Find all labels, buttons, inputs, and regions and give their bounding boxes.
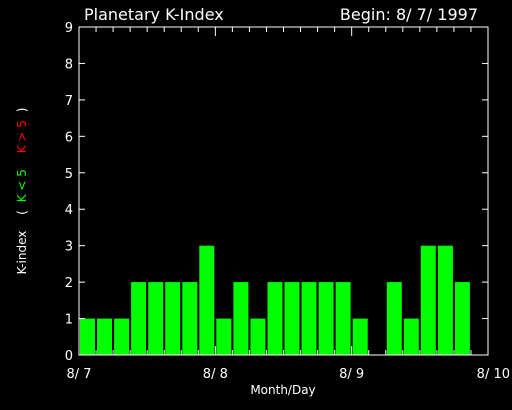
- y-tick-label-3: 3: [65, 240, 73, 255]
- x-tick-label-1: 8/ 8: [203, 367, 228, 382]
- bar-10: [250, 318, 266, 355]
- y-tick-label-1: 1: [65, 313, 73, 328]
- y-axis-label: K-index ( K < 5 K > 5 ): [15, 108, 29, 275]
- bar-12: [284, 282, 300, 355]
- bar-4: [148, 282, 164, 355]
- bar-1: [97, 318, 112, 355]
- bar-14: [318, 282, 334, 355]
- bar-6: [182, 282, 198, 355]
- y-axis-label-close: ): [15, 108, 29, 113]
- bar-7: [199, 245, 215, 355]
- bar-22: [454, 282, 470, 355]
- bar-21: [437, 245, 453, 355]
- bar-20: [420, 245, 436, 355]
- y-tick-label-9: 9: [65, 21, 73, 36]
- y-axis-label-green: K < 5: [15, 169, 29, 202]
- y-axis-label-prefix: K-index: [15, 231, 29, 275]
- bar-11: [267, 282, 283, 355]
- bar-9: [233, 282, 249, 355]
- bar-15: [335, 282, 351, 355]
- bar-8: [216, 318, 232, 355]
- x-tick-label-0: 8/ 7: [66, 367, 91, 382]
- bar-5: [165, 282, 181, 355]
- x-tick-label-3: 8/ 10: [477, 367, 510, 382]
- bar-3: [131, 282, 147, 355]
- y-axis-label-open: (: [15, 210, 29, 215]
- y-tick-label-6: 6: [65, 130, 73, 145]
- begin-date-label: Begin: 8/ 7/ 1997: [340, 5, 478, 24]
- bar-2: [114, 318, 130, 355]
- y-tick-label-0: 0: [65, 349, 73, 364]
- y-tick-label-5: 5: [65, 167, 73, 182]
- chart-title: Planetary K-Index: [84, 5, 224, 24]
- bar-0: [80, 318, 95, 355]
- y-axis: 0 1 2 3 4 5 6 7 8 9: [65, 21, 488, 364]
- bar-13: [301, 282, 317, 355]
- x-axis-label: Month/Day: [250, 383, 315, 397]
- x-tick-label-2: 8/ 9: [339, 367, 364, 382]
- y-axis-label-red: K > 5: [15, 120, 29, 153]
- bar-16: [352, 318, 368, 355]
- y-tick-label-8: 8: [65, 57, 73, 72]
- x-axis: 8/ 7 8/ 8 8/ 9 8/ 10: [66, 27, 510, 382]
- y-tick-label-7: 7: [65, 94, 73, 109]
- y-tick-label-2: 2: [65, 276, 73, 291]
- y-tick-label-4: 4: [65, 203, 73, 218]
- bars-group: [80, 245, 470, 355]
- bar-18: [386, 282, 402, 355]
- bar-19: [403, 318, 419, 355]
